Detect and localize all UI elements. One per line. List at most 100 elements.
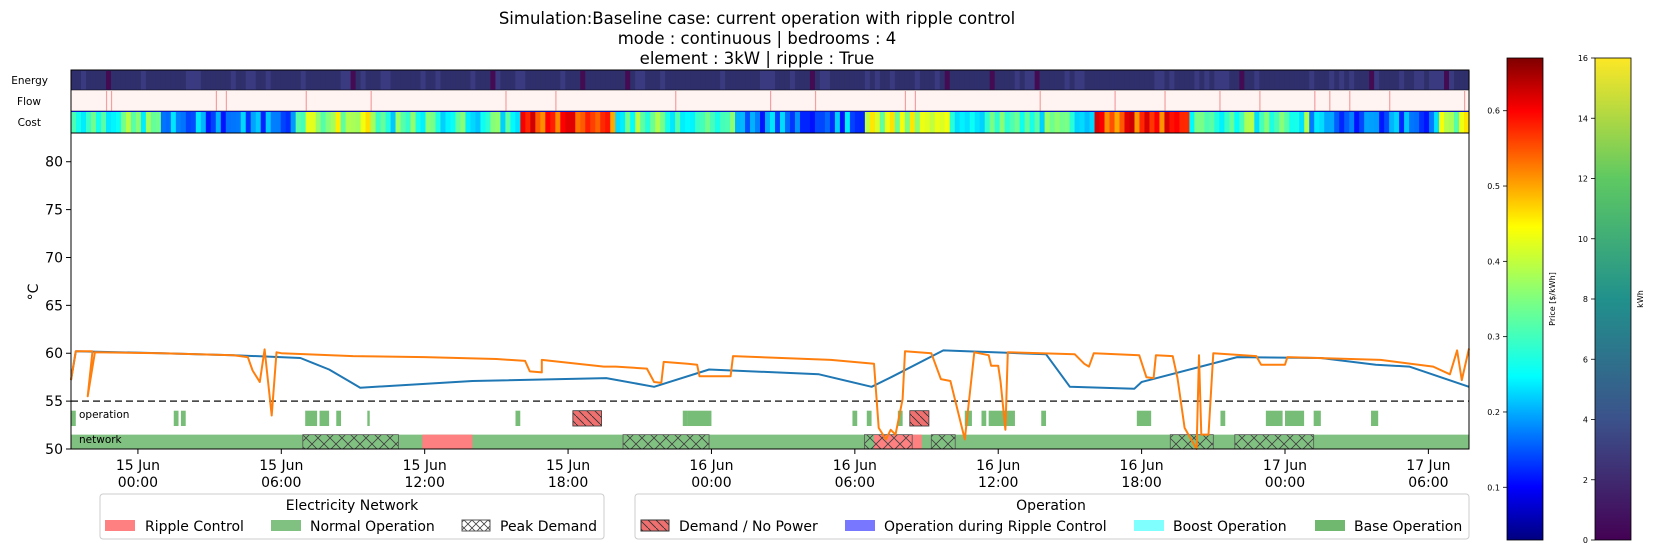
cost-heatmap-cell — [270, 112, 277, 133]
cost-heatmap-cell — [455, 112, 462, 133]
cost-heatmap-cell — [1044, 112, 1051, 133]
cost-heatmap-cell — [849, 112, 856, 133]
energy-heatmap-cell — [774, 71, 781, 90]
energy-heatmap-cell — [849, 71, 856, 90]
cost-heatmap-cell — [1099, 112, 1106, 133]
energy-heatmap-cell — [270, 71, 277, 90]
energy-heatmap-cell — [660, 71, 666, 90]
energy-heatmap-cell — [725, 71, 731, 90]
cost-heatmap-cell — [1309, 112, 1315, 133]
energy-heatmap-cell — [1339, 71, 1345, 90]
cost-heatmap-cell — [90, 112, 97, 133]
cost-heatmap-cell — [120, 112, 127, 133]
cost-heatmap-cell — [1209, 112, 1215, 133]
cost-heatmap-cell — [550, 112, 556, 133]
energy-heatmap-cell — [655, 71, 661, 90]
energy-heatmap-cell — [200, 71, 207, 90]
colorbar-tick-label: 2 — [1583, 476, 1588, 485]
cost-heatmap-cell — [540, 112, 546, 133]
cost-heatmap-cell — [305, 112, 312, 133]
energy-heatmap-cell — [540, 71, 546, 90]
energy-heatmap-cell — [839, 71, 846, 90]
x-tick-label: 12:00 — [405, 475, 445, 491]
cost-heatmap-cell — [934, 112, 941, 133]
cost-heatmap-cell — [1304, 112, 1310, 133]
cost-heatmap-cell — [465, 112, 472, 133]
network-band-label: network — [79, 434, 123, 446]
cost-heatmap-cell — [1024, 112, 1031, 133]
cost-heatmap-cell — [1254, 112, 1260, 133]
cost-heatmap-cell — [640, 112, 646, 133]
colorbar-tick-label: 0.1 — [1487, 483, 1500, 492]
cost-heatmap-cell — [115, 112, 122, 133]
x-tick-label: 00:00 — [691, 475, 731, 491]
cost-heatmap-cell — [1289, 112, 1295, 133]
network-peak-bar — [1234, 434, 1315, 450]
cost-heatmap-cell — [1329, 112, 1335, 133]
energy-heatmap-cell — [1129, 71, 1136, 90]
cost-heatmap-cell — [1234, 112, 1240, 133]
energy-heatmap-cell — [595, 71, 601, 90]
cost-heatmap-cell — [1089, 112, 1096, 133]
cost-heatmap-cell — [949, 112, 956, 133]
cost-heatmap-cell — [560, 112, 566, 133]
legend-item-demand-no-power: Demand / No Power — [679, 519, 818, 535]
y-tick-label: 70 — [45, 250, 63, 266]
energy-heatmap-cell — [475, 71, 482, 90]
cost-heatmap-cell — [969, 112, 976, 133]
energy-heatmap-cell — [465, 71, 472, 90]
energy-heatmap-cell — [160, 71, 167, 90]
cost-heatmap-cell — [680, 112, 686, 133]
cost-heatmap-cell — [1269, 112, 1275, 133]
energy-heatmap-cell — [1009, 71, 1016, 90]
energy-heatmap-cell — [75, 71, 82, 90]
cost-heatmap-cell — [1449, 112, 1455, 133]
energy-heatmap-cell — [555, 71, 561, 90]
cost-heatmap-cell — [555, 112, 561, 133]
energy-heatmap-cell — [779, 71, 786, 90]
energy-heatmap-cell — [1404, 71, 1410, 90]
energy-heatmap-cell — [335, 71, 342, 90]
cost-heatmap-cell — [585, 112, 591, 133]
colorbar-energy-label: kWh — [1636, 290, 1645, 308]
flow-heatmap-cell — [814, 91, 817, 111]
energy-heatmap-cell — [1154, 71, 1161, 90]
energy-heatmap-cell — [85, 71, 92, 90]
cost-heatmap-cell — [260, 112, 267, 133]
energy-heatmap-cell — [899, 71, 906, 90]
cost-heatmap-cell — [170, 112, 177, 133]
x-tick-label: 16 Jun — [1120, 458, 1164, 474]
operation-base-bar — [1265, 410, 1283, 427]
energy-heatmap-cell — [600, 71, 606, 90]
cost-heatmap-cell — [100, 112, 107, 133]
cost-heatmap-cell — [370, 112, 377, 133]
energy-heatmap-cell — [799, 71, 806, 90]
heatmap-strip: Energy Flow Cost — [11, 69, 1470, 134]
operation-base-bar — [305, 410, 318, 427]
colorbar-energy-ticks: 0 2 4 6 8 10 12 14 16 — [1578, 54, 1595, 545]
energy-heatmap-cell — [1004, 71, 1011, 90]
energy-heatmap-cell — [715, 71, 721, 90]
energy-heatmap-cell — [170, 71, 177, 90]
cost-heatmap-cell — [185, 112, 192, 133]
energy-heatmap-cell — [1204, 71, 1210, 90]
colorbar-tick-label: 16 — [1578, 54, 1588, 63]
energy-heatmap-cell — [1429, 71, 1435, 90]
energy-heatmap-cell — [125, 71, 132, 90]
y-tick-label: 50 — [45, 442, 63, 458]
energy-heatmap-cell — [1344, 71, 1350, 90]
heatmap-label-energy: Energy — [11, 75, 48, 87]
cost-heatmap-cell — [670, 112, 676, 133]
operation-base-bar — [1220, 410, 1226, 427]
energy-heatmap-cell — [255, 71, 262, 90]
cost-heatmap-cell — [280, 112, 287, 133]
energy-heatmap-cell — [1259, 71, 1265, 90]
cost-heatmap-cell — [814, 112, 821, 133]
cost-heatmap-cell — [879, 112, 886, 133]
energy-heatmap-cell — [445, 71, 452, 90]
cost-heatmap-cell — [1244, 112, 1250, 133]
energy-heatmap-cell — [560, 71, 566, 90]
heatmap-label-flow: Flow — [17, 96, 41, 108]
